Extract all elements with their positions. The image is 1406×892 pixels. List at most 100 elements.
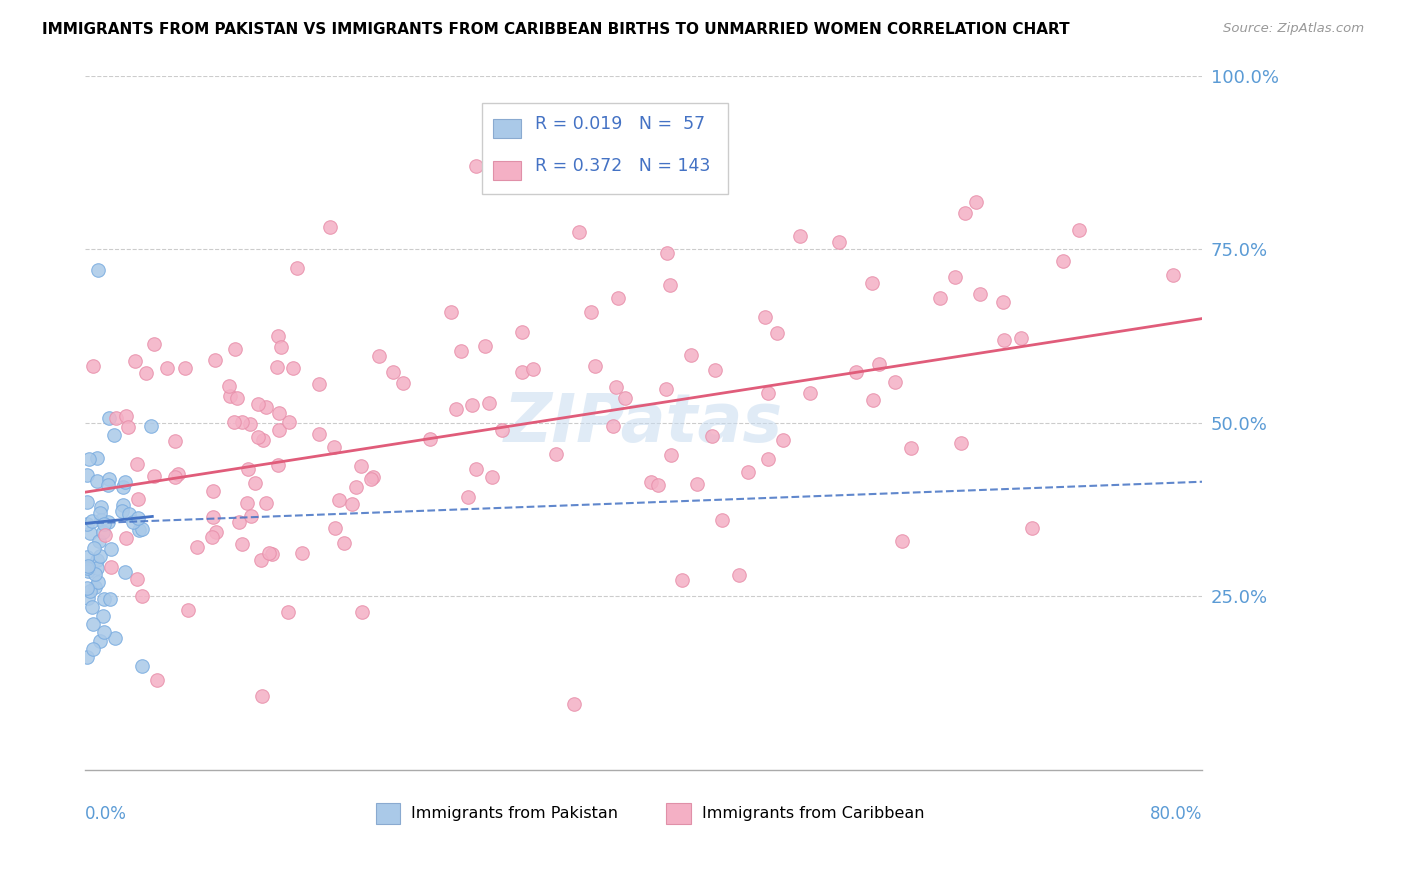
Point [103, 427, 125, 442]
Point [756, 386, 779, 401]
Point [613, 392, 636, 406]
Point [117, 420, 139, 434]
Point [135, 367, 157, 381]
Point [993, 333, 1015, 347]
Point [686, 477, 709, 491]
Point [671, 573, 693, 587]
Point [277, 605, 299, 619]
Point [246, 430, 269, 444]
Point [382, 365, 405, 379]
Point [131, 589, 153, 603]
Text: R = 0.372   N = 143: R = 0.372 N = 143 [536, 157, 711, 175]
Point [82, 642, 104, 657]
Point [114, 565, 136, 579]
Point [76, 581, 98, 595]
Point [231, 537, 253, 551]
Point [361, 470, 384, 484]
Point [218, 379, 240, 393]
Point [111, 498, 134, 512]
Point [828, 235, 851, 250]
Point [461, 398, 484, 412]
Point [240, 508, 263, 523]
Point [104, 411, 127, 425]
Point [77, 451, 100, 466]
Point [125, 458, 148, 472]
Point [772, 433, 794, 447]
Point [291, 545, 314, 559]
Point [89, 506, 111, 520]
Point [177, 603, 200, 617]
Point [128, 523, 150, 537]
Point [583, 359, 606, 373]
Point [127, 510, 149, 524]
Text: 0.0%: 0.0% [86, 805, 127, 822]
Point [76, 467, 98, 482]
Point [419, 432, 441, 446]
Point [267, 406, 290, 420]
Point [965, 195, 987, 210]
Point [100, 542, 122, 557]
Point [86, 553, 108, 567]
Point [142, 469, 165, 483]
Point [243, 475, 266, 490]
Point [83, 580, 105, 594]
Point [114, 475, 136, 489]
Point [568, 225, 591, 239]
Point [104, 631, 127, 645]
Point [89, 533, 111, 548]
Point [142, 337, 165, 351]
Point [360, 472, 382, 486]
Point [127, 572, 149, 586]
Point [478, 396, 501, 410]
Point [76, 561, 98, 575]
Point [647, 478, 669, 492]
Point [352, 605, 374, 619]
Text: Immigrants from Pakistan: Immigrants from Pakistan [412, 806, 619, 822]
Point [97, 411, 120, 425]
Point [481, 470, 503, 484]
Text: Immigrants from Caribbean: Immigrants from Caribbean [702, 806, 924, 822]
Point [474, 338, 496, 352]
Point [522, 362, 544, 376]
Point [82, 617, 104, 632]
Point [165, 470, 187, 484]
Point [76, 495, 98, 509]
Point [860, 276, 883, 290]
Point [250, 553, 273, 567]
Point [464, 462, 486, 476]
Bar [666, 803, 690, 824]
Point [579, 305, 602, 319]
Point [655, 246, 678, 260]
Point [127, 492, 149, 507]
Point [679, 348, 702, 362]
Point [228, 515, 250, 529]
Point [97, 516, 120, 530]
Point [328, 493, 350, 508]
Text: ZIPatas: ZIPatas [505, 390, 783, 456]
Point [79, 583, 101, 598]
Point [728, 568, 751, 582]
Point [308, 427, 330, 442]
Point [845, 365, 868, 379]
Text: R = 0.019   N =  57: R = 0.019 N = 57 [536, 115, 706, 133]
Point [82, 514, 104, 528]
Point [225, 391, 247, 405]
Point [323, 521, 346, 535]
Point [111, 479, 134, 493]
Point [84, 567, 107, 582]
Point [546, 447, 568, 461]
Point [201, 530, 224, 544]
Point [943, 270, 966, 285]
Point [224, 343, 246, 357]
Point [155, 361, 177, 376]
Point [86, 450, 108, 465]
Point [281, 360, 304, 375]
Text: Source: ZipAtlas.com: Source: ZipAtlas.com [1223, 22, 1364, 36]
Point [266, 359, 288, 374]
Point [100, 560, 122, 574]
Point [278, 415, 301, 429]
Point [124, 354, 146, 368]
Point [658, 278, 681, 293]
Point [139, 419, 162, 434]
Point [1052, 253, 1074, 268]
